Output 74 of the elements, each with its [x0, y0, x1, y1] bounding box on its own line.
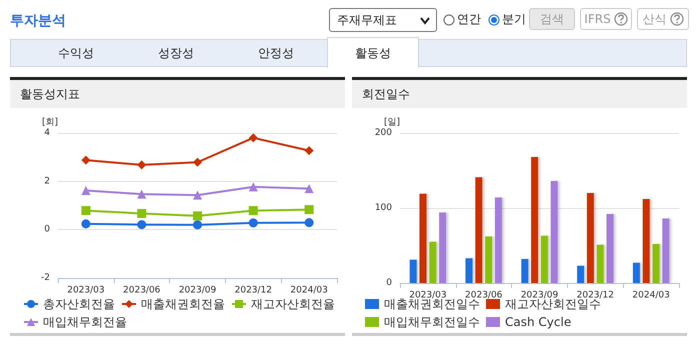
point [81, 186, 90, 196]
bar [596, 244, 604, 283]
y-axis-title: [회] [42, 118, 58, 128]
y-tick-label: 200 [374, 128, 392, 138]
bar [586, 193, 594, 283]
text: 투자분석 [10, 12, 66, 30]
text: 성장성 [157, 44, 195, 62]
bar [521, 259, 528, 283]
text: 수익성 [57, 44, 95, 62]
y-tick-label: 2 [44, 176, 50, 186]
point [81, 206, 90, 216]
text: 안정성 [257, 44, 295, 62]
bar [652, 244, 660, 283]
legend-label: 재고자산회전율 [251, 297, 335, 311]
point [81, 156, 90, 165]
text: 연간 [456, 11, 481, 28]
point [304, 184, 314, 194]
bar [662, 218, 670, 283]
bar [485, 236, 492, 283]
legend-label: 매입채무회전일수 [384, 315, 480, 329]
point [248, 206, 258, 216]
text: 검색 [529, 8, 575, 30]
bar [577, 266, 584, 283]
point [137, 190, 146, 199]
bar [531, 157, 538, 283]
bar [550, 181, 558, 283]
point [304, 218, 314, 228]
point [248, 182, 258, 192]
chart-title: 활동성지표 [10, 77, 345, 108]
bar [606, 214, 614, 283]
bar [439, 212, 446, 283]
x-tick-label: 2023/06 [123, 286, 161, 296]
point [81, 219, 90, 228]
point [193, 190, 202, 200]
bar [642, 199, 650, 283]
bar [494, 198, 502, 283]
y-tick-label: 4 [44, 128, 50, 138]
bar [420, 194, 426, 283]
chart-title: 회전일수 [352, 77, 687, 108]
point [137, 220, 146, 230]
x-tick-label: 2023/09 [178, 286, 216, 296]
x-tick-label: 2024/03 [632, 290, 670, 300]
y-axis-title: [일] [384, 118, 400, 128]
bar [410, 260, 417, 283]
point [137, 160, 146, 170]
point [248, 218, 258, 228]
y-tick-label: 100 [374, 203, 392, 213]
point [137, 208, 146, 218]
text: 주재무제표 [329, 8, 437, 32]
x-tick-label: 2023/12 [234, 286, 272, 296]
point [248, 133, 258, 142]
point [304, 146, 314, 156]
x-tick-label: 2023/03 [67, 286, 105, 296]
y-tick-label: 0 [386, 278, 392, 288]
bar [466, 258, 472, 283]
point [193, 220, 202, 230]
legend-label: 매출채권회전율 [141, 297, 225, 311]
bar [475, 177, 482, 283]
legend-label: 매입채무회전율 [43, 315, 127, 329]
legend-label: 총자산회전율 [43, 297, 115, 311]
legend-label: Cash Cycle [505, 315, 572, 329]
text: IFRS [580, 8, 632, 30]
point [193, 158, 202, 167]
point [193, 211, 202, 220]
x-tick-label: 2024/03 [290, 286, 328, 296]
y-tick-label: -2 [41, 273, 50, 283]
text: 활동성 [327, 37, 419, 68]
bar [540, 236, 548, 283]
bar [429, 242, 436, 283]
y-tick-label: 0 [44, 224, 50, 235]
text: 산식 [637, 8, 689, 30]
text: 분기 [501, 11, 526, 28]
point [304, 205, 314, 214]
bar [632, 262, 640, 283]
